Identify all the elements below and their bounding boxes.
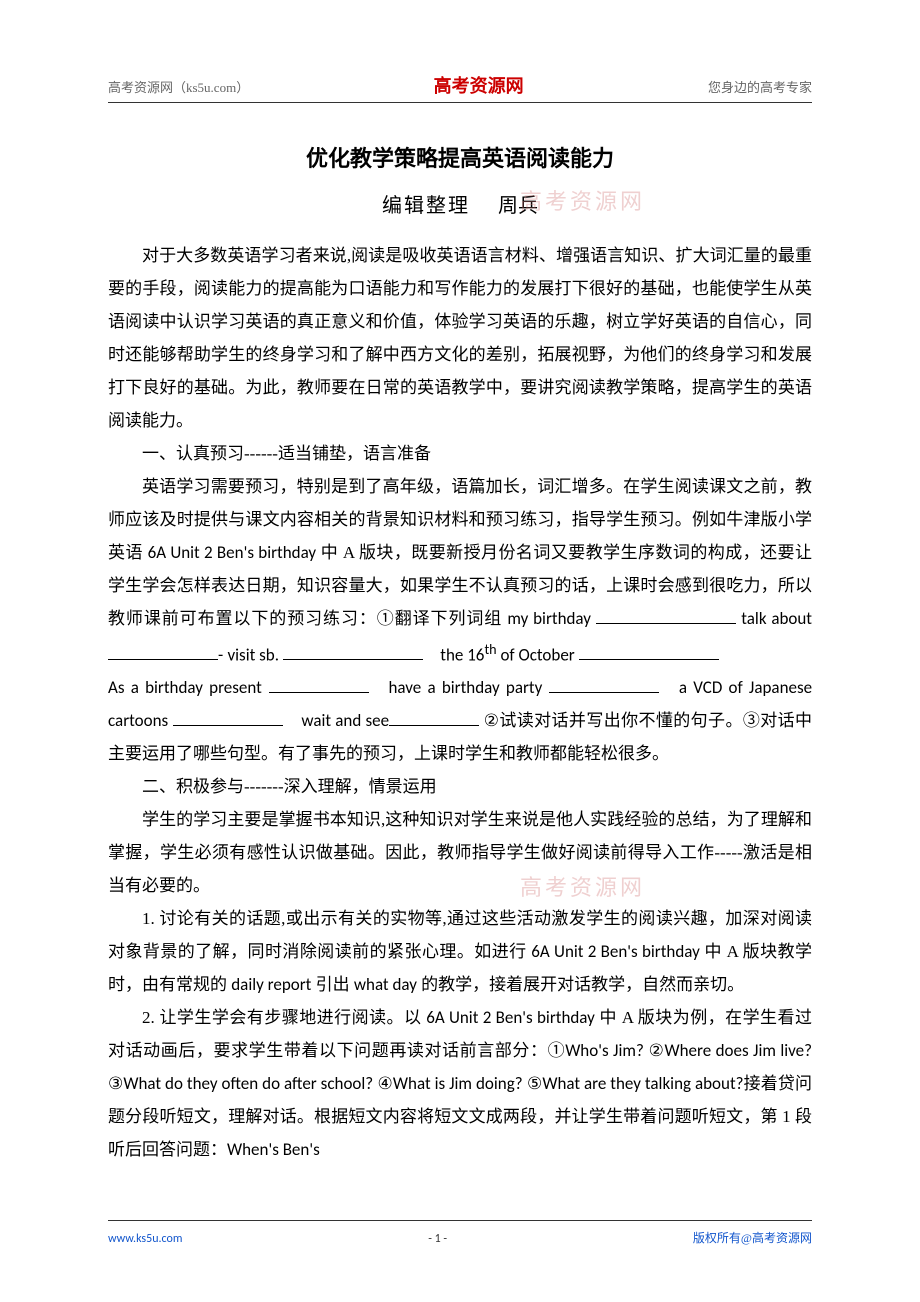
fill-blank: [269, 676, 369, 693]
fill-blank: [173, 709, 283, 726]
paragraph-2: 学生的学习主要是掌握书本知识,这种知识对学生来说是他人实践经验的总结，为了理解和…: [108, 804, 812, 903]
paragraph-4: 2. 让学生学会有步骤地进行阅读。以 6A Unit 2 Ben's birth…: [108, 1002, 812, 1167]
section-heading-2: 二、积极参与-------深入理解，情景运用: [108, 771, 812, 804]
footer-rule: [108, 1220, 812, 1221]
page-footer: www.ks5u.com - 1 - 版权所有@高考资源网: [108, 1220, 812, 1246]
fill-blank: [108, 643, 218, 660]
footer-url: www.ks5u.com: [108, 1232, 182, 1246]
footer-page-number: - 1 -: [428, 1232, 447, 1246]
footer-copyright: 版权所有@高考资源网: [693, 1229, 812, 1246]
fill-blank: [283, 643, 423, 660]
fill-blank: [389, 709, 479, 726]
paragraph-3: 1. 讨论有关的话题,或出示有关的实物等,通过这些活动激发学生的阅读兴趣，加深对…: [108, 903, 812, 1002]
section-heading-1: 一、认真预习------适当铺垫，语言准备: [108, 438, 812, 471]
header-rule: [108, 102, 812, 103]
fill-blank: [596, 607, 736, 624]
header-center-brand: 高考资源网: [434, 72, 524, 98]
fill-blank: [579, 643, 719, 660]
paragraph-intro: 对于大多数英语学习者来说,阅读是吸收英语语言材料、增强语言知识、扩大词汇量的最重…: [108, 240, 812, 438]
header-right: 您身边的高考专家: [708, 77, 812, 96]
article-title: 优化教学策略提高英语阅读能力: [108, 141, 812, 173]
subtitle-author: 周兵: [498, 195, 538, 217]
header-left: 高考资源网（ks5u.com）: [108, 77, 249, 96]
article-body: 对于大多数英语学习者来说,阅读是吸收英语语言材料、增强语言知识、扩大词汇量的最重…: [108, 240, 812, 1167]
subtitle-label: 编辑整理: [382, 195, 470, 217]
page-header: 高考资源网（ks5u.com） 高考资源网 您身边的高考专家: [108, 72, 812, 102]
fill-blank: [549, 676, 659, 693]
article-subtitle: 编辑整理 周兵: [108, 189, 812, 218]
paragraph-1: 英语学习需要预习，特别是到了高年级，语篇加长，词汇增多。在学生阅读课文之前，教师…: [108, 471, 812, 771]
